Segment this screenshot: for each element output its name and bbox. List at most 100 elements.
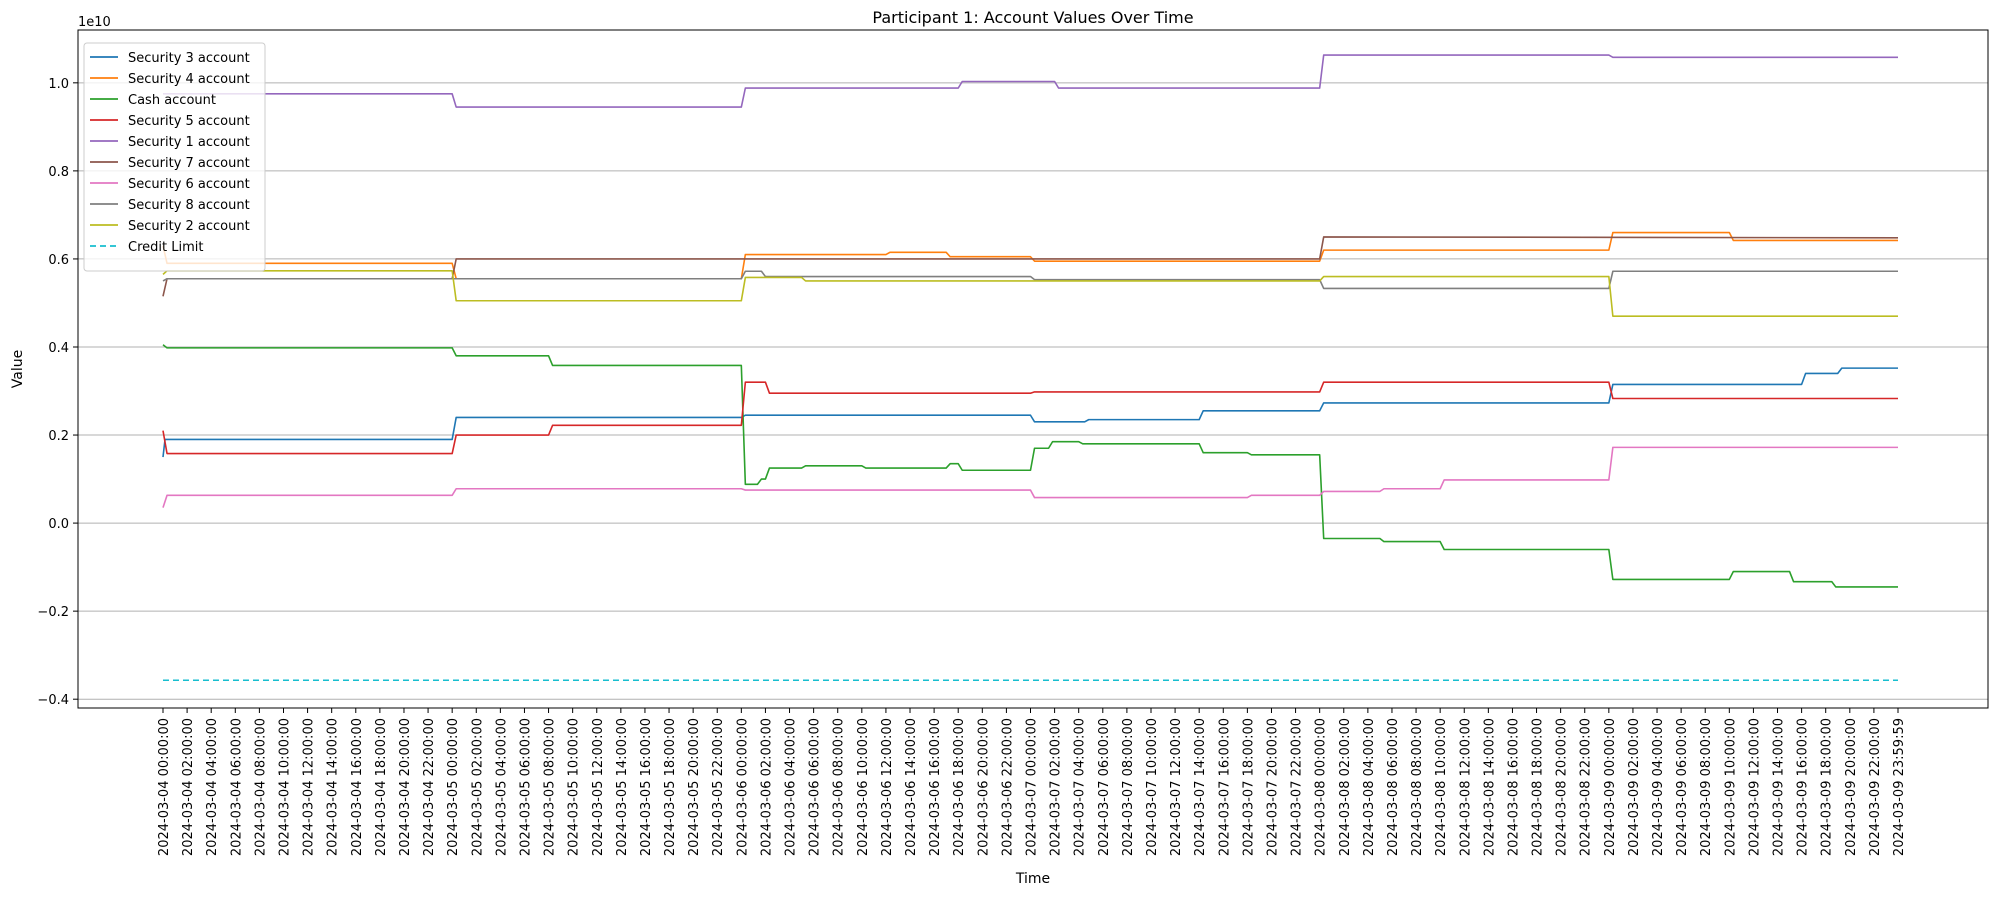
x-tick-label: 2024-03-06 20:00:00 [976,718,991,856]
x-tick-label: 2024-03-07 22:00:00 [1290,718,1305,856]
x-tick-label: 2024-03-05 10:00:00 [567,718,582,856]
chart-title: Participant 1: Account Values Over Time [872,8,1193,27]
x-tick-label: 2024-03-07 10:00:00 [1145,718,1160,856]
x-tick-label: 2024-03-06 04:00:00 [784,718,799,856]
x-tick-label: 2024-03-08 18:00:00 [1531,718,1546,856]
y-axis-scale-factor: 1e10 [78,15,111,30]
legend-entry-label: Security 5 account [128,114,250,129]
x-tick-label: 2024-03-07 16:00:00 [1217,718,1232,856]
x-tick-label: 2024-03-09 20:00:00 [1844,718,1859,856]
x-tick-label: 2024-03-08 20:00:00 [1555,718,1570,856]
y-tick-label: 0.8 [48,165,69,180]
series-line-security-1-account [163,54,1898,108]
x-axis-ticks: 2024-03-04 00:00:00 2024-03-04 02:00:00 20… [157,708,1907,856]
x-tick-label: 2024-03-07 14:00:00 [1193,718,1208,856]
x-tick-label: 2024-03-06 22:00:00 [1000,718,1015,856]
y-tick-label: 0.0 [48,517,69,532]
x-tick-label: 2024-03-04 18:00:00 [374,718,389,856]
y-tick-label: 1.0 [48,77,69,92]
x-tick-label: 2024-03-06 14:00:00 [904,718,919,856]
x-tick-label: 2024-03-07 02:00:00 [1049,718,1064,856]
x-tick-label: 2024-03-09 18:00:00 [1820,718,1835,856]
x-tick-label: 2024-03-04 16:00:00 [350,718,365,856]
x-tick-label: 2024-03-09 06:00:00 [1675,718,1690,856]
x-tick-label: 2024-03-09 04:00:00 [1651,718,1666,856]
legend-entry-label: Security 3 account [128,51,250,66]
x-tick-label: 2024-03-04 10:00:00 [277,718,292,856]
x-tick-label: 2024-03-05 22:00:00 [711,718,726,856]
x-tick-label: 2024-03-07 04:00:00 [1073,718,1088,856]
x-tick-label: 2024-03-09 12:00:00 [1747,718,1762,856]
x-tick-label: 2024-03-04 04:00:00 [205,718,220,856]
x-tick-label: 2024-03-08 14:00:00 [1482,718,1497,856]
x-tick-label: 2024-03-04 20:00:00 [398,718,413,856]
x-tick-label: 2024-03-07 06:00:00 [1097,718,1112,856]
x-tick-label: 2024-03-09 02:00:00 [1627,718,1642,856]
x-tick-label: 2024-03-05 16:00:00 [639,718,654,856]
x-tick-label: 2024-03-05 04:00:00 [494,718,509,856]
x-tick-label: 2024-03-06 10:00:00 [856,718,871,856]
series-line-security-6-account [162,446,1898,508]
series-line-cash-account [162,344,1898,588]
legend-box [83,42,266,272]
series-lines [162,54,1899,682]
x-tick-label: 2024-03-05 20:00:00 [687,718,702,856]
x-tick-label: 2024-03-05 08:00:00 [543,718,558,856]
x-tick-label: 2024-03-06 16:00:00 [928,718,943,856]
legend-entry-label: Security 7 account [128,156,250,171]
series-line-security-7-account [162,236,1899,297]
x-tick-label: 2024-03-08 16:00:00 [1506,718,1521,856]
gridlines [78,82,1988,700]
legend-entry-label: Security 1 account [128,135,250,150]
x-tick-label: 2024-03-09 00:00:00 [1603,718,1618,856]
y-tick-label: −0.4 [37,693,69,708]
x-tick-label: 2024-03-08 12:00:00 [1458,718,1473,856]
x-tick-label: 2024-03-06 18:00:00 [952,718,967,856]
x-tick-label: 2024-03-09 14:00:00 [1772,718,1787,856]
y-tick-label: 0.4 [48,341,69,356]
legend-entry-label: Security 6 account [128,177,250,192]
x-tick-label: 2024-03-09 23:59:59 [1892,718,1907,856]
x-tick-label: 2024-03-04 08:00:00 [253,718,268,856]
legend-entry-label: Credit Limit [128,240,203,255]
x-tick-label: 2024-03-08 22:00:00 [1579,718,1594,856]
x-tick-label: 2024-03-08 04:00:00 [1362,718,1377,856]
x-tick-label: 2024-03-08 08:00:00 [1410,718,1425,856]
x-tick-label: 2024-03-07 20:00:00 [1265,718,1280,856]
x-tick-label: 2024-03-04 12:00:00 [302,718,317,856]
x-tick-label: 2024-03-09 16:00:00 [1796,718,1811,856]
x-axis-label: Time [1015,871,1050,887]
x-tick-label: 2024-03-06 08:00:00 [832,718,847,856]
legend-entry-label: Security 2 account [128,219,250,234]
legend: Security 3 account Security 4 account Cash… [83,42,266,272]
x-tick-label: 2024-03-04 14:00:00 [326,718,341,856]
x-tick-label: 2024-03-06 12:00:00 [880,718,895,856]
x-tick-label: 2024-03-05 18:00:00 [663,718,678,856]
legend-entry-label: Cash account [128,93,216,108]
x-tick-label: 2024-03-08 02:00:00 [1338,718,1353,856]
x-tick-label: 2024-03-06 02:00:00 [759,718,774,856]
x-tick-label: 2024-03-07 18:00:00 [1241,718,1256,856]
x-tick-label: 2024-03-09 22:00:00 [1868,718,1883,856]
x-tick-label: 2024-03-06 06:00:00 [808,718,823,856]
y-axis-label: Value [10,350,26,388]
plot-frame [77,29,1989,709]
series-line-security-3-account [162,367,1898,458]
legend-entry-label: Security 8 account [128,198,250,213]
x-tick-label: 2024-03-07 00:00:00 [1025,718,1040,856]
y-axis-ticks: −0.4 −0.2 0.0 0.2 0.4 0.6 0.8 1.0 [37,77,78,708]
x-tick-label: 2024-03-04 00:00:00 [157,718,172,856]
x-tick-label: 2024-03-05 00:00:00 [446,718,461,856]
x-tick-label: 2024-03-05 12:00:00 [591,718,606,856]
x-tick-label: 2024-03-05 14:00:00 [615,718,630,856]
series-line-security-2-account [162,270,1898,317]
series-line-security-8-account [162,270,1898,290]
y-tick-label: −0.2 [37,605,69,620]
x-tick-label: 2024-03-07 12:00:00 [1169,718,1184,856]
legend-entry-label: Security 4 account [128,72,250,87]
x-tick-label: 2024-03-04 22:00:00 [422,718,437,856]
x-tick-label: 2024-03-08 10:00:00 [1434,718,1449,856]
x-tick-label: 2024-03-05 02:00:00 [470,718,485,856]
x-tick-label: 2024-03-06 00:00:00 [735,718,750,856]
